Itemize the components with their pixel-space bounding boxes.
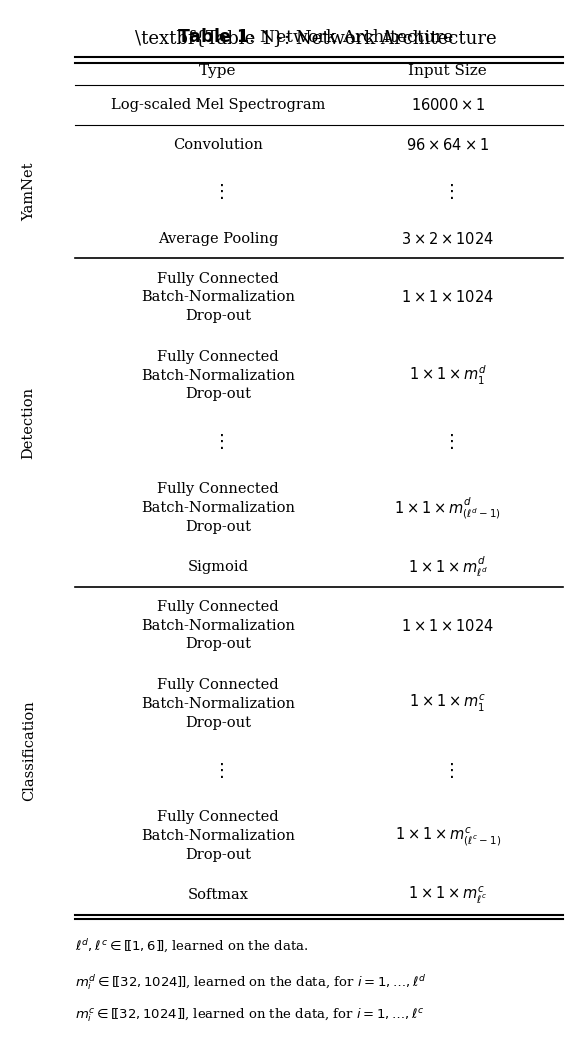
Text: Convolution: Convolution: [173, 138, 263, 152]
Text: Classification: Classification: [22, 700, 36, 801]
Text: $1 \times 1 \times m_1^d$: $1 \times 1 \times m_1^d$: [409, 364, 487, 388]
Text: Fully Connected: Fully Connected: [157, 482, 279, 496]
Text: Type: Type: [199, 65, 237, 78]
Text: Batch-Normalization: Batch-Normalization: [141, 619, 295, 632]
Text: $1 \times 1 \times m_{(\ell^c-1)}^c$: $1 \times 1 \times m_{(\ell^c-1)}^c$: [395, 825, 501, 847]
Text: Fully Connected: Fully Connected: [157, 811, 279, 824]
Text: Drop-out: Drop-out: [185, 638, 251, 651]
Text: Detection: Detection: [22, 387, 36, 458]
Text: Drop-out: Drop-out: [185, 848, 251, 862]
Text: Fully Connected: Fully Connected: [157, 600, 279, 614]
Text: \textbf{Table 1}: Network Architecture: \textbf{Table 1}: Network Architecture: [135, 29, 497, 47]
Text: $m_i^d \in [\![32, 1024]\!]$, learned on the data, for $i = 1, \ldots, \ell^d$: $m_i^d \in [\![32, 1024]\!]$, learned on…: [75, 972, 426, 992]
Text: $\vdots$: $\vdots$: [212, 432, 224, 451]
Text: Batch-Normalization: Batch-Normalization: [141, 369, 295, 382]
Text: Batch-Normalization: Batch-Normalization: [141, 697, 295, 711]
Text: Drop-out: Drop-out: [185, 520, 251, 534]
Text: $96 \times 64 \times 1$: $96 \times 64 \times 1$: [406, 137, 489, 153]
Text: $1 \times 1 \times m_{(\ell^d-1)}^d$: $1 \times 1 \times m_{(\ell^d-1)}^d$: [394, 495, 501, 521]
Text: $\mathbf{Table\ 1}$: Network Architecture: $\mathbf{Table\ 1}$: Network Architectur…: [177, 28, 454, 46]
Text: $\vdots$: $\vdots$: [212, 182, 224, 201]
Text: Average Pooling: Average Pooling: [158, 231, 278, 246]
Text: Fully Connected: Fully Connected: [157, 272, 279, 286]
Text: $\vdots$: $\vdots$: [442, 182, 453, 201]
Text: $3 \times 2 \times 1024$: $3 \times 2 \times 1024$: [401, 230, 494, 247]
Text: $1 \times 1 \times 1024$: $1 \times 1 \times 1024$: [401, 290, 494, 305]
Text: $\vdots$: $\vdots$: [442, 432, 453, 451]
Text: Drop-out: Drop-out: [185, 388, 251, 401]
Text: $1 \times 1 \times 1024$: $1 \times 1 \times 1024$: [401, 618, 494, 634]
Text: Input Size: Input Size: [408, 65, 487, 78]
Text: Batch-Normalization: Batch-Normalization: [141, 291, 295, 304]
Text: $1 \times 1 \times m_{\ell^d}^d$: $1 \times 1 \times m_{\ell^d}^d$: [408, 554, 488, 579]
Text: $1 \times 1 \times m_1^c$: $1 \times 1 \times m_1^c$: [409, 693, 486, 715]
Text: $1 \times 1 \times m_{\ell^c}^c$: $1 \times 1 \times m_{\ell^c}^c$: [408, 885, 487, 905]
Text: Sigmoid: Sigmoid: [188, 560, 249, 574]
Text: Drop-out: Drop-out: [185, 309, 251, 323]
Text: Drop-out: Drop-out: [185, 716, 251, 729]
Text: $16000 \times 1$: $16000 \times 1$: [410, 97, 485, 114]
Text: $\ell^d, \ell^c \in [\![1,6]\!]$, learned on the data.: $\ell^d, \ell^c \in [\![1,6]\!]$, learne…: [75, 938, 308, 956]
Text: YamNet: YamNet: [22, 163, 36, 221]
Text: Softmax: Softmax: [188, 888, 249, 902]
Text: $\vdots$: $\vdots$: [212, 761, 224, 779]
Text: Fully Connected: Fully Connected: [157, 678, 279, 692]
Text: Batch-Normalization: Batch-Normalization: [141, 829, 295, 843]
Text: Batch-Normalization: Batch-Normalization: [141, 501, 295, 515]
Text: $m_i^c \in [\![32, 1024]\!]$, learned on the data, for $i = 1, \ldots, \ell^c$: $m_i^c \in [\![32, 1024]\!]$, learned on…: [75, 1007, 425, 1024]
Text: Log-scaled Mel Spectrogram: Log-scaled Mel Spectrogram: [111, 98, 325, 113]
Text: Fully Connected: Fully Connected: [157, 350, 279, 364]
Text: $\vdots$: $\vdots$: [442, 761, 453, 779]
